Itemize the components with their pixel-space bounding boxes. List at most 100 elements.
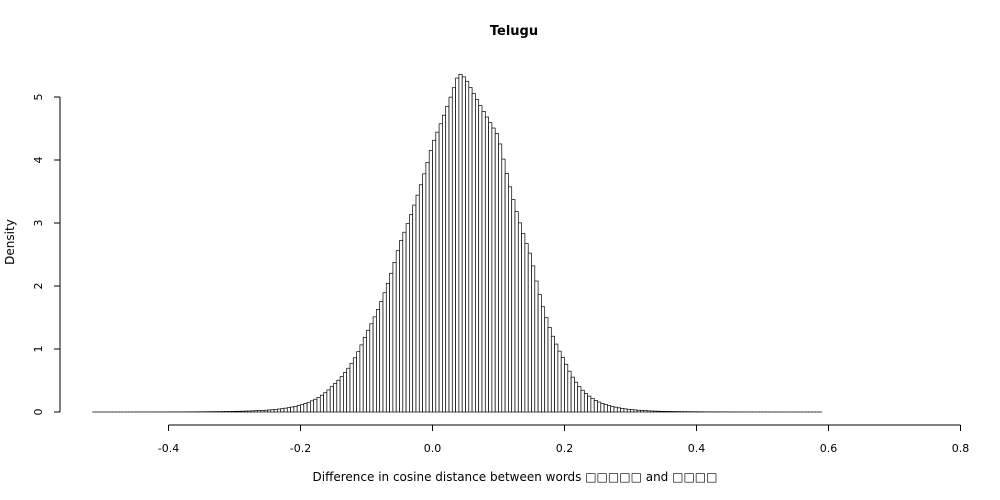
chart-title: Telugu [490,24,538,39]
histogram-bar-49 [253,410,258,413]
histogram-bar-173 [663,411,668,413]
histogram-bar-80 [356,351,361,413]
histogram-bar-141 [557,350,562,413]
histogram-bar-69 [319,394,324,413]
histogram-bar-98 [415,194,420,413]
histogram-bar-48 [250,410,255,413]
histogram-bar-118 [481,110,486,413]
x-tick-label-3: 0.2 [556,442,574,455]
histogram-bar-162 [626,408,631,413]
histogram-bar-104 [435,131,440,413]
histogram-bar-60 [290,406,295,413]
y-tick-label-1: 1 [32,346,45,353]
histogram-bar-74 [336,379,341,413]
histogram-bar-157 [610,406,615,413]
histogram-bar-65 [306,401,311,413]
histogram-bar-166 [640,410,645,413]
histogram-bar-154 [600,403,605,413]
y-tick-label-5: 5 [32,94,45,101]
histogram-bar-81 [359,344,364,413]
histogram-bar-168 [646,410,651,413]
histogram-bar-121 [491,127,496,413]
histogram-bar-156 [607,405,612,413]
histogram-bar-131 [524,243,529,413]
histogram-bar-106 [442,114,447,413]
histogram-bar-137 [544,317,549,413]
x-tick-label-4: 0.4 [688,442,706,455]
histogram-bar-132 [527,252,532,413]
histogram-bar-50 [257,410,262,413]
histogram-bar-153 [597,401,602,413]
x-axis-label: Difference in cosine distance between wo… [313,470,718,484]
histogram-bar-119 [484,116,489,413]
histogram-bar-171 [656,410,661,413]
y-tick-label-0: 0 [32,409,45,416]
histogram-bar-93 [399,240,404,413]
x-tick-label-6: 0.8 [952,442,970,455]
histogram-bar-155 [603,404,608,413]
histogram-bar-86 [376,309,381,413]
histogram-bar-89 [385,282,390,413]
histogram-bar-64 [303,403,308,413]
histogram-bar-146 [574,381,579,413]
y-tick-label-2: 2 [32,283,45,290]
histogram-bar-103 [432,139,437,413]
y-tick-label-4: 4 [32,157,45,164]
histogram-bar-144 [567,370,572,413]
histogram-bar-116 [475,99,480,413]
histogram-bar-59 [286,407,291,413]
x-axis: -0.4 -0.2 0.0 0.2 0.4 0.6 0.8 [158,424,970,455]
histogram-bar-57 [280,408,285,413]
histogram-bar-108 [448,96,453,413]
histogram-bar-138 [547,327,552,413]
x-tick-label-2: 0.0 [424,442,442,455]
histogram-bar-47 [247,410,252,413]
histogram-bar-167 [643,410,648,413]
histogram-bar-125 [504,173,509,413]
histogram-bar-102 [428,150,433,413]
histogram-bar-128 [514,211,519,413]
histogram-bar-143 [564,363,569,413]
histogram-bar-73 [333,383,338,413]
histogram-bar-136 [541,306,546,413]
histogram-bar-53 [267,409,272,413]
histogram-bar-117 [478,105,483,413]
histogram-bar-66 [310,400,315,413]
histogram-bar-120 [488,122,493,413]
histogram-bar-87 [379,301,384,413]
histogram-bar-142 [560,357,565,413]
histogram-bar-107 [445,105,450,413]
histogram-bar-123 [498,143,503,413]
histogram-bar-147 [577,386,582,413]
histogram-bar-109 [451,87,456,413]
histogram-bar-72 [329,386,334,413]
x-tick-label-5: 0.6 [820,442,838,455]
histogram-bar-70 [323,392,328,413]
histogram-bar-165 [636,409,641,413]
histogram-bar-52 [263,409,268,413]
histogram-bar-46 [244,410,249,413]
histogram-bar-113 [465,80,470,413]
histogram-bar-149 [583,393,588,413]
histogram-bar-45 [240,410,245,413]
histogram-bar-133 [531,265,536,413]
histogram-bar-100 [422,173,427,413]
histogram-bar-56 [277,408,282,413]
histogram-bar-92 [395,250,400,413]
histogram-bar-129 [517,222,522,413]
histogram-bar-105 [438,123,443,413]
histogram-bar-115 [471,93,476,413]
histogram-bar-41 [227,411,232,413]
histogram-bar-130 [521,233,526,413]
x-tick-label-1: -0.2 [290,442,311,455]
histogram-bar-77 [346,367,351,413]
histogram-bar-112 [461,76,466,413]
histogram-bar-169 [649,410,654,413]
histogram-bar-44 [237,410,242,413]
histogram-bar-135 [537,294,542,413]
histogram-bar-164 [633,409,638,413]
histogram-bar-161 [623,408,628,413]
x-tick-label-0: -0.4 [158,442,179,455]
histogram-bar-127 [511,199,516,413]
histogram-bar-67 [313,398,318,413]
